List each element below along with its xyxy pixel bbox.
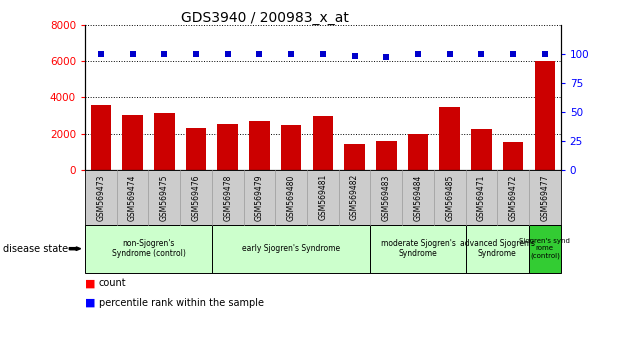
- Text: GSM569477: GSM569477: [541, 174, 549, 221]
- Point: [191, 51, 201, 57]
- Bar: [312, 116, 333, 170]
- Text: GSM569485: GSM569485: [445, 174, 454, 221]
- Bar: [122, 115, 143, 170]
- Text: early Sjogren's Syndrome: early Sjogren's Syndrome: [242, 244, 340, 253]
- Point: [350, 53, 360, 59]
- Point: [318, 51, 328, 57]
- Bar: [344, 144, 365, 170]
- Text: ■: ■: [85, 278, 96, 288]
- Bar: [154, 113, 175, 170]
- Bar: [408, 134, 428, 170]
- Point: [286, 51, 296, 57]
- Text: GSM569471: GSM569471: [477, 174, 486, 221]
- Point: [159, 51, 169, 57]
- Point: [413, 51, 423, 57]
- Text: GSM569476: GSM569476: [192, 174, 200, 221]
- Bar: [376, 141, 397, 170]
- Bar: [217, 124, 238, 170]
- Text: count: count: [99, 278, 127, 288]
- Text: percentile rank within the sample: percentile rank within the sample: [99, 298, 264, 308]
- Point: [476, 51, 486, 57]
- Text: GSM569478: GSM569478: [223, 174, 232, 221]
- Bar: [534, 61, 555, 170]
- Text: advanced Sjogren's
Syndrome: advanced Sjogren's Syndrome: [460, 239, 535, 258]
- Text: GDS3940 / 200983_x_at: GDS3940 / 200983_x_at: [181, 11, 348, 25]
- Bar: [471, 129, 492, 170]
- Text: non-Sjogren's
Syndrome (control): non-Sjogren's Syndrome (control): [112, 239, 185, 258]
- Bar: [281, 125, 302, 170]
- Text: GSM569484: GSM569484: [413, 174, 423, 221]
- Text: moderate Sjogren's
Syndrome: moderate Sjogren's Syndrome: [381, 239, 455, 258]
- Text: Sjogren's synd
rome
(control): Sjogren's synd rome (control): [519, 239, 570, 259]
- Point: [381, 55, 391, 60]
- Point: [127, 51, 138, 57]
- Bar: [91, 105, 112, 170]
- Point: [223, 51, 233, 57]
- Point: [96, 51, 106, 57]
- Text: GSM569479: GSM569479: [255, 174, 264, 221]
- Bar: [439, 107, 460, 170]
- Point: [540, 51, 550, 57]
- Text: GSM569483: GSM569483: [382, 174, 391, 221]
- Bar: [503, 142, 524, 170]
- Bar: [249, 121, 270, 170]
- Text: GSM569474: GSM569474: [128, 174, 137, 221]
- Text: GSM569481: GSM569481: [318, 174, 328, 221]
- Point: [445, 51, 455, 57]
- Bar: [186, 128, 207, 170]
- Text: GSM569472: GSM569472: [508, 174, 518, 221]
- Text: ■: ■: [85, 298, 96, 308]
- Text: GSM569473: GSM569473: [96, 174, 105, 221]
- Text: GSM569482: GSM569482: [350, 174, 359, 221]
- Text: GSM569475: GSM569475: [160, 174, 169, 221]
- Point: [255, 51, 265, 57]
- Text: GSM569480: GSM569480: [287, 174, 295, 221]
- Text: disease state: disease state: [3, 244, 68, 254]
- Point: [508, 51, 518, 57]
